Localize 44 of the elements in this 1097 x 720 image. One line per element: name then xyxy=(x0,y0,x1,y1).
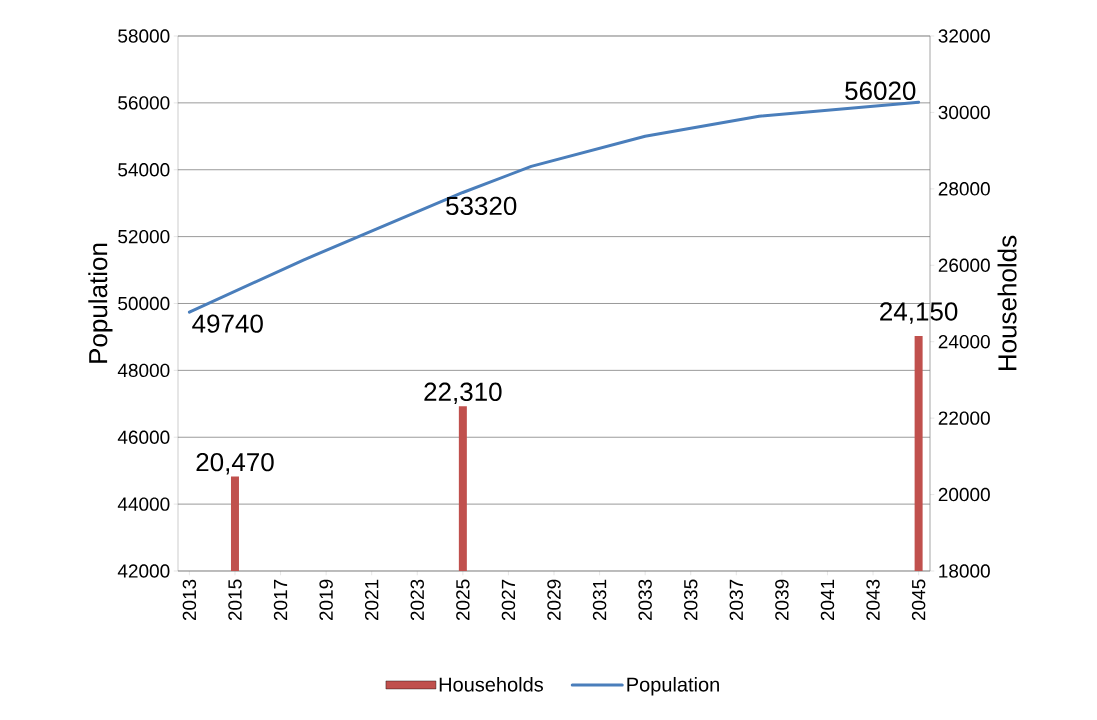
y-tick-label: 54000 xyxy=(118,163,170,177)
legend-label: Households xyxy=(439,676,543,692)
x-tick-label: 2025 xyxy=(456,579,470,621)
data-label: 20,470 xyxy=(196,452,274,475)
x-tick-label: 2037 xyxy=(729,579,744,621)
data-label: 22,310 xyxy=(424,382,502,405)
y-tick-label: 56000 xyxy=(118,96,170,110)
data-label: 24,150 xyxy=(880,302,958,324)
y-tick-label: 42000 xyxy=(117,564,170,578)
y-axis-title: Population xyxy=(88,243,113,363)
x-tick-label: 2019 xyxy=(319,579,333,621)
y2-tick-label: 28000 xyxy=(938,182,990,196)
x-tick-label: 2021 xyxy=(364,579,379,621)
x-tick-label: 2023 xyxy=(410,579,424,621)
x-tick-label: 2017 xyxy=(273,579,288,621)
x-tick-label: 2041 xyxy=(820,579,835,621)
legend-label: Population xyxy=(627,676,719,696)
x-tick-label: 2035 xyxy=(684,579,698,621)
y-tick-label: 58000 xyxy=(118,29,170,43)
y2-tick-label: 22000 xyxy=(938,411,990,425)
y-tick-label: 50000 xyxy=(118,296,170,311)
x-tick-label: 2015 xyxy=(228,579,242,621)
x-tick-label: 2027 xyxy=(501,579,516,621)
y-tick-label: 52000 xyxy=(118,229,170,244)
x-tick-label: 2031 xyxy=(592,579,607,621)
x-tick-label: 2013 xyxy=(182,579,197,621)
y2-axis-title: Households xyxy=(997,235,1017,371)
x-tick-label: 2043 xyxy=(866,579,880,621)
x-tick-label: 2045 xyxy=(911,579,926,621)
x-tick-label: 2029 xyxy=(547,579,561,621)
data-label: 56020 xyxy=(845,81,916,100)
y2-tick-label: 32000 xyxy=(938,29,990,43)
data-label: 49740 xyxy=(192,314,263,333)
x-tick-label: 2039 xyxy=(775,579,789,621)
x-tick-label: 2033 xyxy=(638,579,652,621)
y-tick-label: 46000 xyxy=(117,430,170,444)
y2-tick-label: 24000 xyxy=(938,334,990,349)
data-label: 53320 xyxy=(446,196,517,216)
y-tick-label: 44000 xyxy=(117,497,170,511)
y2-tick-label: 30000 xyxy=(938,105,990,120)
y2-tick-label: 26000 xyxy=(938,258,990,273)
y2-tick-label: 18000 xyxy=(939,564,990,578)
y-tick-label: 48000 xyxy=(117,363,170,378)
y2-tick-label: 20000 xyxy=(938,487,990,502)
